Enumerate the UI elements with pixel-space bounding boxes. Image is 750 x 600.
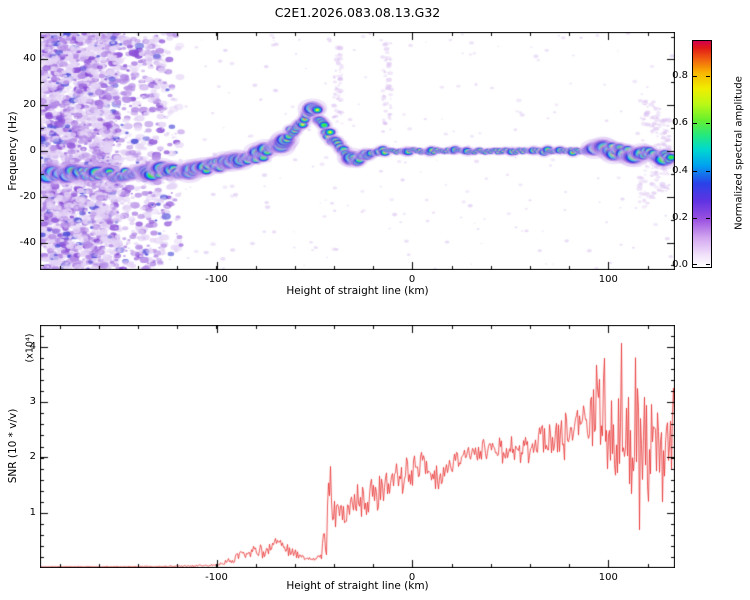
tick-label: 4 [29, 341, 36, 353]
colorbar-tick-label: 0.4 [672, 164, 688, 176]
spectrogram-y-axis-label: Frequency (Hz) [7, 111, 19, 191]
spectrogram-canvas [40, 32, 675, 270]
colorbar-tick-label: 0.2 [672, 212, 688, 224]
tick-label: 0 [29, 145, 36, 156]
spectrogram-panel: -100 0 100 40 20 0 -20 -40 [20, 32, 675, 285]
tick-label: -40 [19, 236, 36, 248]
colorbar [692, 40, 712, 268]
colorbar-tick-label: 0.0 [672, 258, 688, 270]
colorbar-tick-mark [706, 123, 710, 125]
colorbar-tick-mark [706, 170, 710, 172]
tick-label: 20 [23, 99, 36, 111]
snr-panel: -100 0 100 4 3 2 1 [30, 325, 675, 583]
tick-label: -100 [205, 572, 228, 583]
snr-canvas [40, 325, 675, 568]
colorbar-tick-mark [693, 264, 697, 266]
colorbar-tick-mark [706, 75, 710, 77]
spectrogram-x-axis-label: Height of straight line (km) [286, 285, 429, 297]
colorbar-tick-mark [693, 123, 697, 125]
snr-x-axis-label: Height of straight line (km) [286, 580, 429, 592]
chart-title: C2E1.2026.083.08.13.G32 [274, 5, 441, 20]
tick-label: 100 [598, 572, 618, 583]
colorbar-tick-mark [693, 170, 697, 172]
colorbar-tick-label: 0.8 [672, 69, 688, 81]
tick-label: 40 [23, 53, 36, 65]
tick-label: 3 [29, 396, 36, 408]
tick-label: -100 [205, 274, 228, 285]
tick-label: -20 [19, 190, 36, 202]
colorbar-tick-label: 0.6 [672, 117, 688, 129]
colorbar-tick-mark [693, 75, 697, 77]
tick-label: 100 [598, 274, 618, 285]
tick-label: 1 [29, 506, 36, 518]
colorbar-tick-mark [693, 218, 697, 220]
snr-scale-label: (x10⁴) [24, 333, 36, 363]
colorbar-tick-mark [706, 264, 710, 266]
snr-y-axis-label: SNR (10 * v/v) [7, 408, 19, 484]
tick-label: 0 [408, 572, 416, 583]
tick-label: 2 [29, 451, 36, 463]
colorbar-tick-mark [706, 218, 710, 220]
colorbar-label: Normalized spectral amplitude [733, 76, 745, 230]
tick-label: 0 [408, 274, 416, 285]
